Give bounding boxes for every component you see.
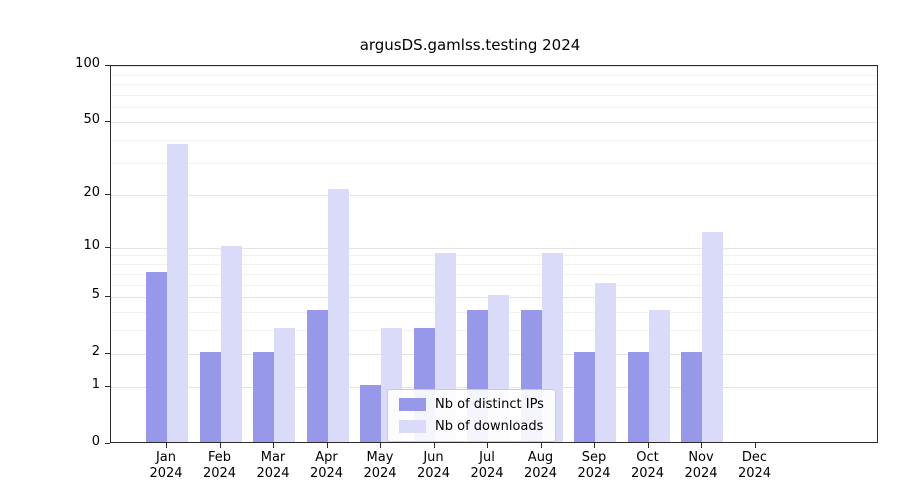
bar-distinct-ips-feb (199, 352, 221, 442)
x-tick-mark (433, 443, 435, 448)
legend: Nb of distinct IPs Nb of downloads (387, 389, 556, 442)
chart-title: argusDS.gamlss.testing 2024 (359, 36, 581, 54)
y-tick-mark (105, 386, 110, 388)
x-tick-mark (326, 443, 328, 448)
minor-gridline (111, 74, 877, 76)
y-tick-mark (105, 296, 110, 298)
x-tick-label: May 2024 (363, 450, 397, 481)
bar-distinct-ips-may (360, 385, 381, 442)
minor-gridline (111, 162, 877, 164)
x-tick-label: Sep 2024 (577, 450, 611, 481)
bar-downloads-mar (274, 328, 295, 442)
minor-gridline (111, 107, 877, 109)
minor-gridline (111, 273, 877, 275)
x-tick-label: Oct 2024 (630, 450, 665, 481)
x-tick-mark (273, 443, 274, 448)
bar-downloads-feb (220, 245, 242, 442)
x-tick-mark (594, 443, 595, 448)
x-tick-label: Apr 2024 (309, 450, 344, 481)
bar-downloads-jan (167, 144, 188, 442)
minor-gridline (111, 84, 877, 86)
y-tick-mark (105, 443, 110, 444)
y-tick-label: 1 (91, 377, 100, 393)
x-tick-mark (754, 443, 756, 448)
x-tick-mark (166, 443, 167, 448)
minor-gridline (111, 255, 877, 257)
minor-gridline (111, 94, 877, 96)
legend-swatch-downloads (399, 420, 426, 433)
y-tick-label: 20 (83, 184, 100, 200)
bar-distinct-ips-oct (627, 352, 649, 442)
x-tick-mark (487, 443, 488, 448)
bar-distinct-ips-mar (253, 352, 274, 442)
x-tick-label: Dec 2024 (737, 450, 772, 481)
x-tick-mark (380, 443, 381, 448)
bar-downloads-sep (595, 282, 616, 442)
y-tick-mark (105, 193, 110, 195)
y-tick-label: 5 (91, 287, 100, 303)
bar-distinct-ips-apr (306, 310, 328, 442)
major-gridline (111, 66, 877, 67)
bar-distinct-ips-sep (574, 352, 595, 442)
y-tick-label: 2 (91, 344, 100, 360)
legend-item-distinct-ips: Nb of distinct IPs (399, 397, 544, 412)
x-tick-mark (540, 443, 542, 448)
x-tick-label: Mar 2024 (256, 450, 290, 481)
y-tick-label: 50 (83, 111, 100, 127)
x-tick-label: Jun 2024 (416, 450, 451, 481)
x-tick-label: Nov 2024 (684, 450, 718, 481)
legend-label-distinct-ips: Nb of distinct IPs (435, 397, 544, 412)
x-tick-mark (647, 443, 649, 448)
x-tick-label: Jul 2024 (470, 450, 504, 481)
minor-gridline (111, 139, 877, 141)
x-tick-mark (701, 443, 702, 448)
legend-item-downloads: Nb of downloads (399, 419, 544, 434)
bar-distinct-ips-nov (681, 352, 702, 442)
y-tick-mark (105, 353, 110, 355)
bars-layer (111, 66, 877, 442)
major-gridline (111, 247, 877, 249)
y-tick-label: 10 (83, 237, 100, 253)
x-tick-label: Jan 2024 (149, 450, 183, 481)
bar-downloads-oct (648, 310, 670, 442)
y-tick-label: 0 (91, 434, 100, 449)
x-tick-mark (219, 443, 221, 448)
major-gridline (111, 121, 877, 123)
y-tick-mark (105, 65, 110, 66)
minor-gridline (111, 264, 877, 266)
y-tick-mark (105, 120, 110, 122)
major-gridline (111, 194, 877, 196)
minor-gridline (111, 284, 877, 286)
bar-distinct-ips-jan (146, 271, 167, 442)
bar-downloads-nov (702, 231, 723, 442)
bar-downloads-apr (327, 188, 349, 442)
plot-area: Nb of distinct IPs Nb of downloads (110, 65, 878, 443)
legend-label-downloads: Nb of downloads (435, 419, 544, 434)
y-tick-mark (105, 246, 110, 248)
x-tick-label: Feb 2024 (202, 450, 237, 481)
x-tick-label: Aug 2024 (523, 450, 558, 481)
legend-swatch-distinct-ips (399, 398, 426, 411)
y-tick-label: 100 (75, 56, 100, 71)
